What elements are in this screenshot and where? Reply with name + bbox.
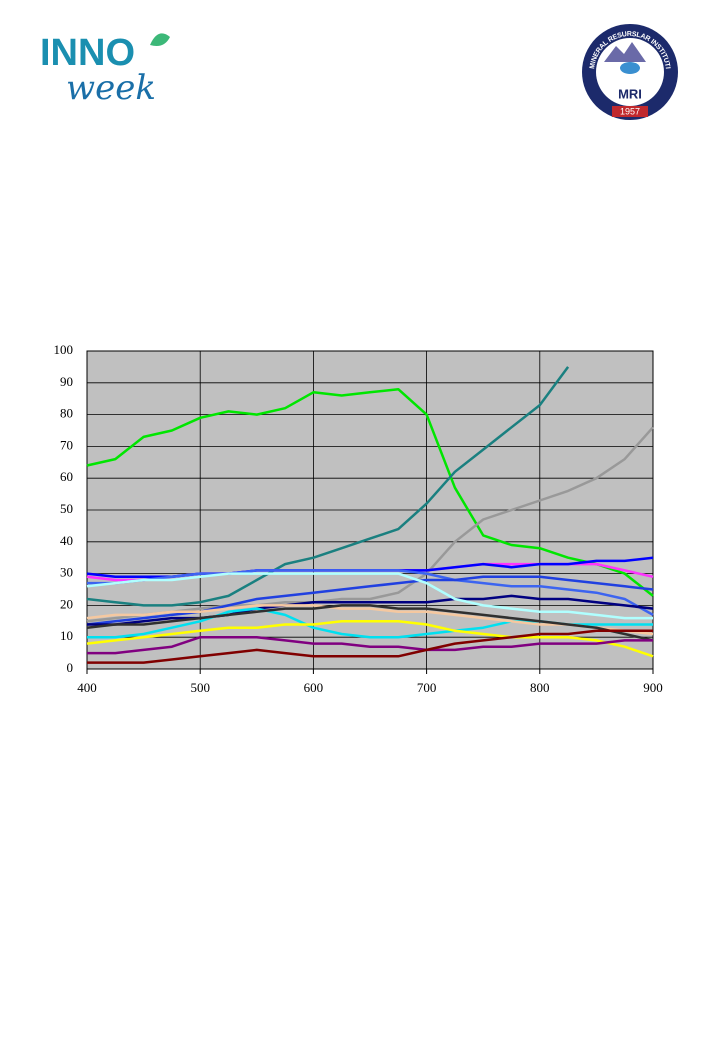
y-tick-label: 50 [60, 501, 73, 516]
x-tick-label: 400 [77, 680, 97, 695]
logo-mountains [604, 42, 646, 62]
y-tick-label: 60 [60, 469, 73, 484]
logo-week: week [66, 68, 156, 108]
series-line [87, 629, 653, 664]
inno-week-logo: INNO week [40, 32, 170, 108]
logo-leaf [150, 33, 170, 46]
logo-inno: INNO [40, 32, 135, 74]
y-tick-label: 70 [60, 437, 73, 452]
series-line [86, 387, 654, 597]
series-line [87, 569, 654, 616]
series-line [86, 604, 654, 642]
series-line [87, 594, 654, 626]
y-tick-label: 0 [67, 660, 74, 675]
logo-banner [612, 106, 648, 117]
y-tick-label: 100 [54, 342, 74, 357]
y-tick-label: 90 [60, 374, 73, 389]
series-line [86, 575, 654, 626]
y-tick-label: 80 [60, 406, 73, 421]
series-line [86, 366, 570, 607]
y-tick-label: 10 [60, 628, 73, 643]
y-tick-label: 30 [60, 565, 73, 580]
series-line [86, 620, 654, 658]
x-tick-label: 500 [190, 680, 210, 695]
series-line [86, 572, 653, 620]
x-tick-label: 800 [530, 680, 550, 695]
x-tick-label: 700 [417, 680, 437, 695]
logo-gem [620, 62, 640, 74]
series-line [87, 635, 653, 655]
x-tick-label: 600 [304, 680, 324, 695]
logo-abbr: MRI [618, 86, 642, 101]
y-tick-label: 40 [60, 533, 73, 548]
mri-logo: MINERAL RESURSLAR INSTITUTI MRI 1957 [582, 24, 678, 120]
chart: 0 10 20 30 40 50 60 70 80 90 100 400 500 600 700 800 900 [54, 342, 663, 695]
x-tick-label: 900 [643, 680, 663, 695]
logo-year: 1957 [620, 106, 640, 116]
y-tick-label: 20 [60, 596, 73, 611]
